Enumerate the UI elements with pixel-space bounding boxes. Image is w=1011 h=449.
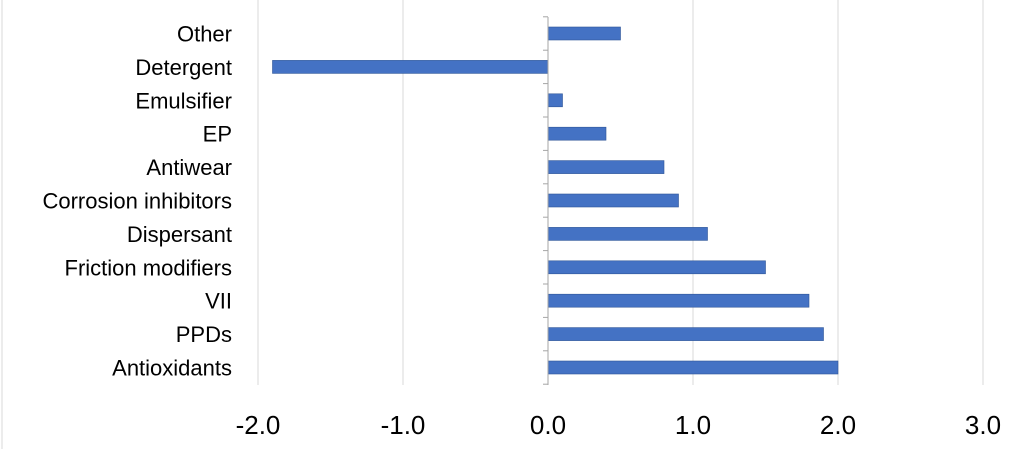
category-label-0: Other <box>177 22 232 47</box>
x-tick-label-2: 0.0 <box>530 410 566 440</box>
bar-1 <box>272 60 549 74</box>
bar-5 <box>547 193 679 208</box>
category-label-10: Antioxidants <box>112 356 232 381</box>
x-tick-label-3: 1.0 <box>675 410 711 440</box>
category-axis <box>543 16 549 385</box>
bar-4 <box>547 160 665 174</box>
bar-2 <box>547 93 563 108</box>
category-label-2: Emulsifier <box>135 88 232 113</box>
x-tick-label-1: -1.0 <box>381 410 426 440</box>
category-label-7: Friction modifiers <box>65 255 232 280</box>
bar-8 <box>547 293 810 308</box>
bar-9 <box>547 327 824 341</box>
category-label-3: EP <box>203 122 232 147</box>
bar-7 <box>547 260 766 275</box>
category-labels: Other Detergent Emulsifier EP Antiwear Corros… <box>42 22 232 381</box>
x-tick-label-4: 2.0 <box>820 410 856 440</box>
bar-0 <box>547 26 621 41</box>
category-label-8: VII <box>205 289 232 314</box>
x-tick-label-5: 3.0 <box>965 410 1001 440</box>
x-tick-label-0: -2.0 <box>236 410 281 440</box>
bar-6 <box>547 227 708 241</box>
value-tick-labels: -2.0 -1.0 0.0 1.0 2.0 3.0 <box>236 410 1001 440</box>
category-label-4: Antiwear <box>146 155 232 180</box>
bar-10 <box>547 360 839 375</box>
category-label-6: Dispersant <box>127 222 232 247</box>
category-label-1: Detergent <box>135 55 232 80</box>
category-label-5: Corrosion inhibitors <box>42 189 232 214</box>
category-label-9: PPDs <box>176 322 232 347</box>
bar-3 <box>547 126 607 141</box>
